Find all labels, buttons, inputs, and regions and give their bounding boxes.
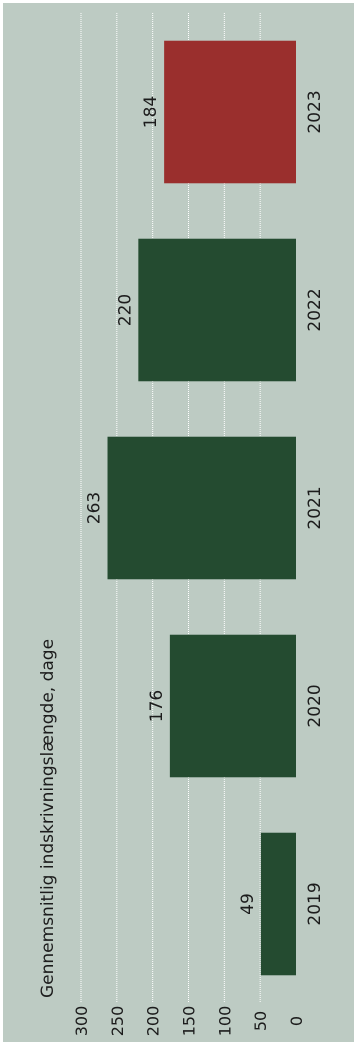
y-tick-label-200: 200 [144, 1006, 163, 1037]
value-label-2020: 176 [147, 690, 167, 722]
category-labels: 2019 2020 2021 2022 2023 [305, 90, 325, 925]
y-axis-label: Gennemsnitlig indskrivningslængde, dage [38, 639, 58, 998]
category-label-2020: 2020 [305, 684, 325, 727]
category-label-2021: 2021 [305, 486, 325, 529]
value-label-2022: 220 [115, 294, 135, 326]
bar-2022 [138, 238, 296, 382]
y-tick-label-50: 50 [251, 1011, 270, 1031]
value-labels: 49 176 263 220 184 [85, 96, 258, 915]
value-label-2023: 184 [141, 96, 161, 128]
bar-2021 [107, 436, 297, 580]
y-tick-label-250: 250 [108, 1006, 127, 1037]
bars [107, 40, 297, 976]
value-label-2021: 263 [85, 492, 105, 524]
value-label-2019: 49 [238, 893, 258, 915]
y-tick-label-100: 100 [215, 1006, 234, 1037]
bar-2023 [164, 40, 296, 184]
y-tick-label-300: 300 [72, 1006, 91, 1037]
bar-2020 [169, 634, 296, 778]
bar-2019 [260, 832, 296, 976]
y-tick-label-150: 150 [180, 1006, 199, 1037]
category-label-2022: 2022 [305, 288, 325, 331]
chart-panel: 49 176 263 220 184 2019 2020 2021 2022 2023 0 50 1… [3, 3, 354, 1042]
category-label-2023: 2023 [305, 90, 325, 133]
y-tick-label-0: 0 [287, 1016, 306, 1026]
y-tick-labels: 0 50 100 150 200 250 300 [72, 1006, 306, 1037]
bar-chart: 49 176 263 220 184 2019 2020 2021 2022 2023 0 50 1… [38, 13, 325, 1037]
category-label-2019: 2019 [305, 882, 325, 925]
